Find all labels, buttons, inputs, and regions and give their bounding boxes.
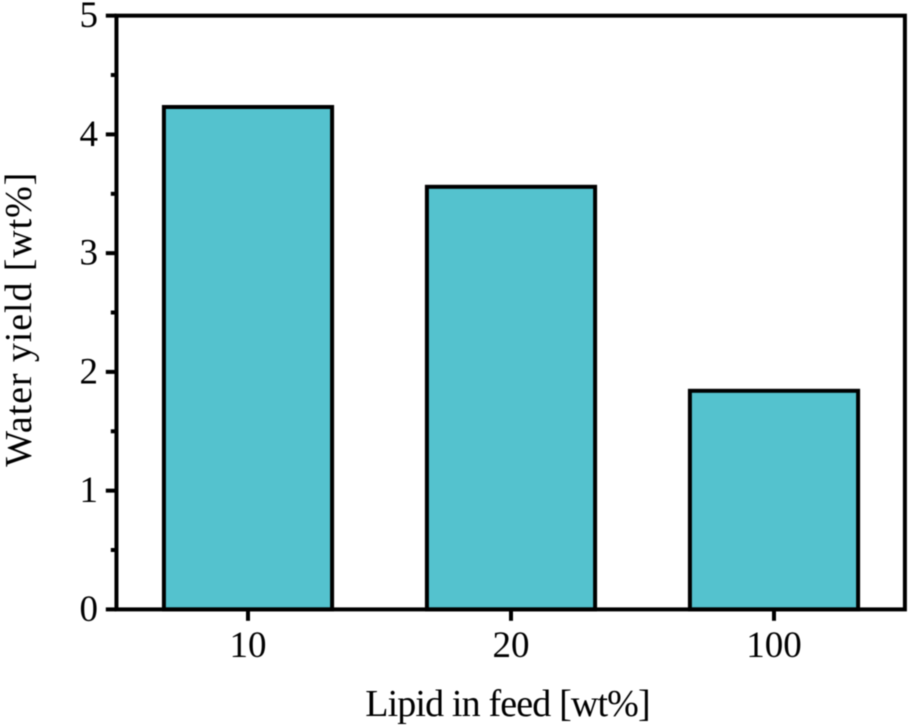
svg-text:0: 0 <box>80 589 99 630</box>
svg-text:Lipid in feed [wt%]: Lipid in feed [wt%] <box>365 683 650 725</box>
svg-text:5: 5 <box>80 0 99 36</box>
svg-text:2: 2 <box>80 351 99 392</box>
svg-text:1: 1 <box>80 470 99 511</box>
svg-text:4: 4 <box>80 114 99 155</box>
svg-text:Water yield [wt%]: Water yield [wt%] <box>0 172 40 467</box>
svg-text:10: 10 <box>230 625 267 666</box>
svg-text:20: 20 <box>493 625 530 666</box>
svg-text:100: 100 <box>746 625 802 666</box>
svg-text:3: 3 <box>80 233 99 274</box>
